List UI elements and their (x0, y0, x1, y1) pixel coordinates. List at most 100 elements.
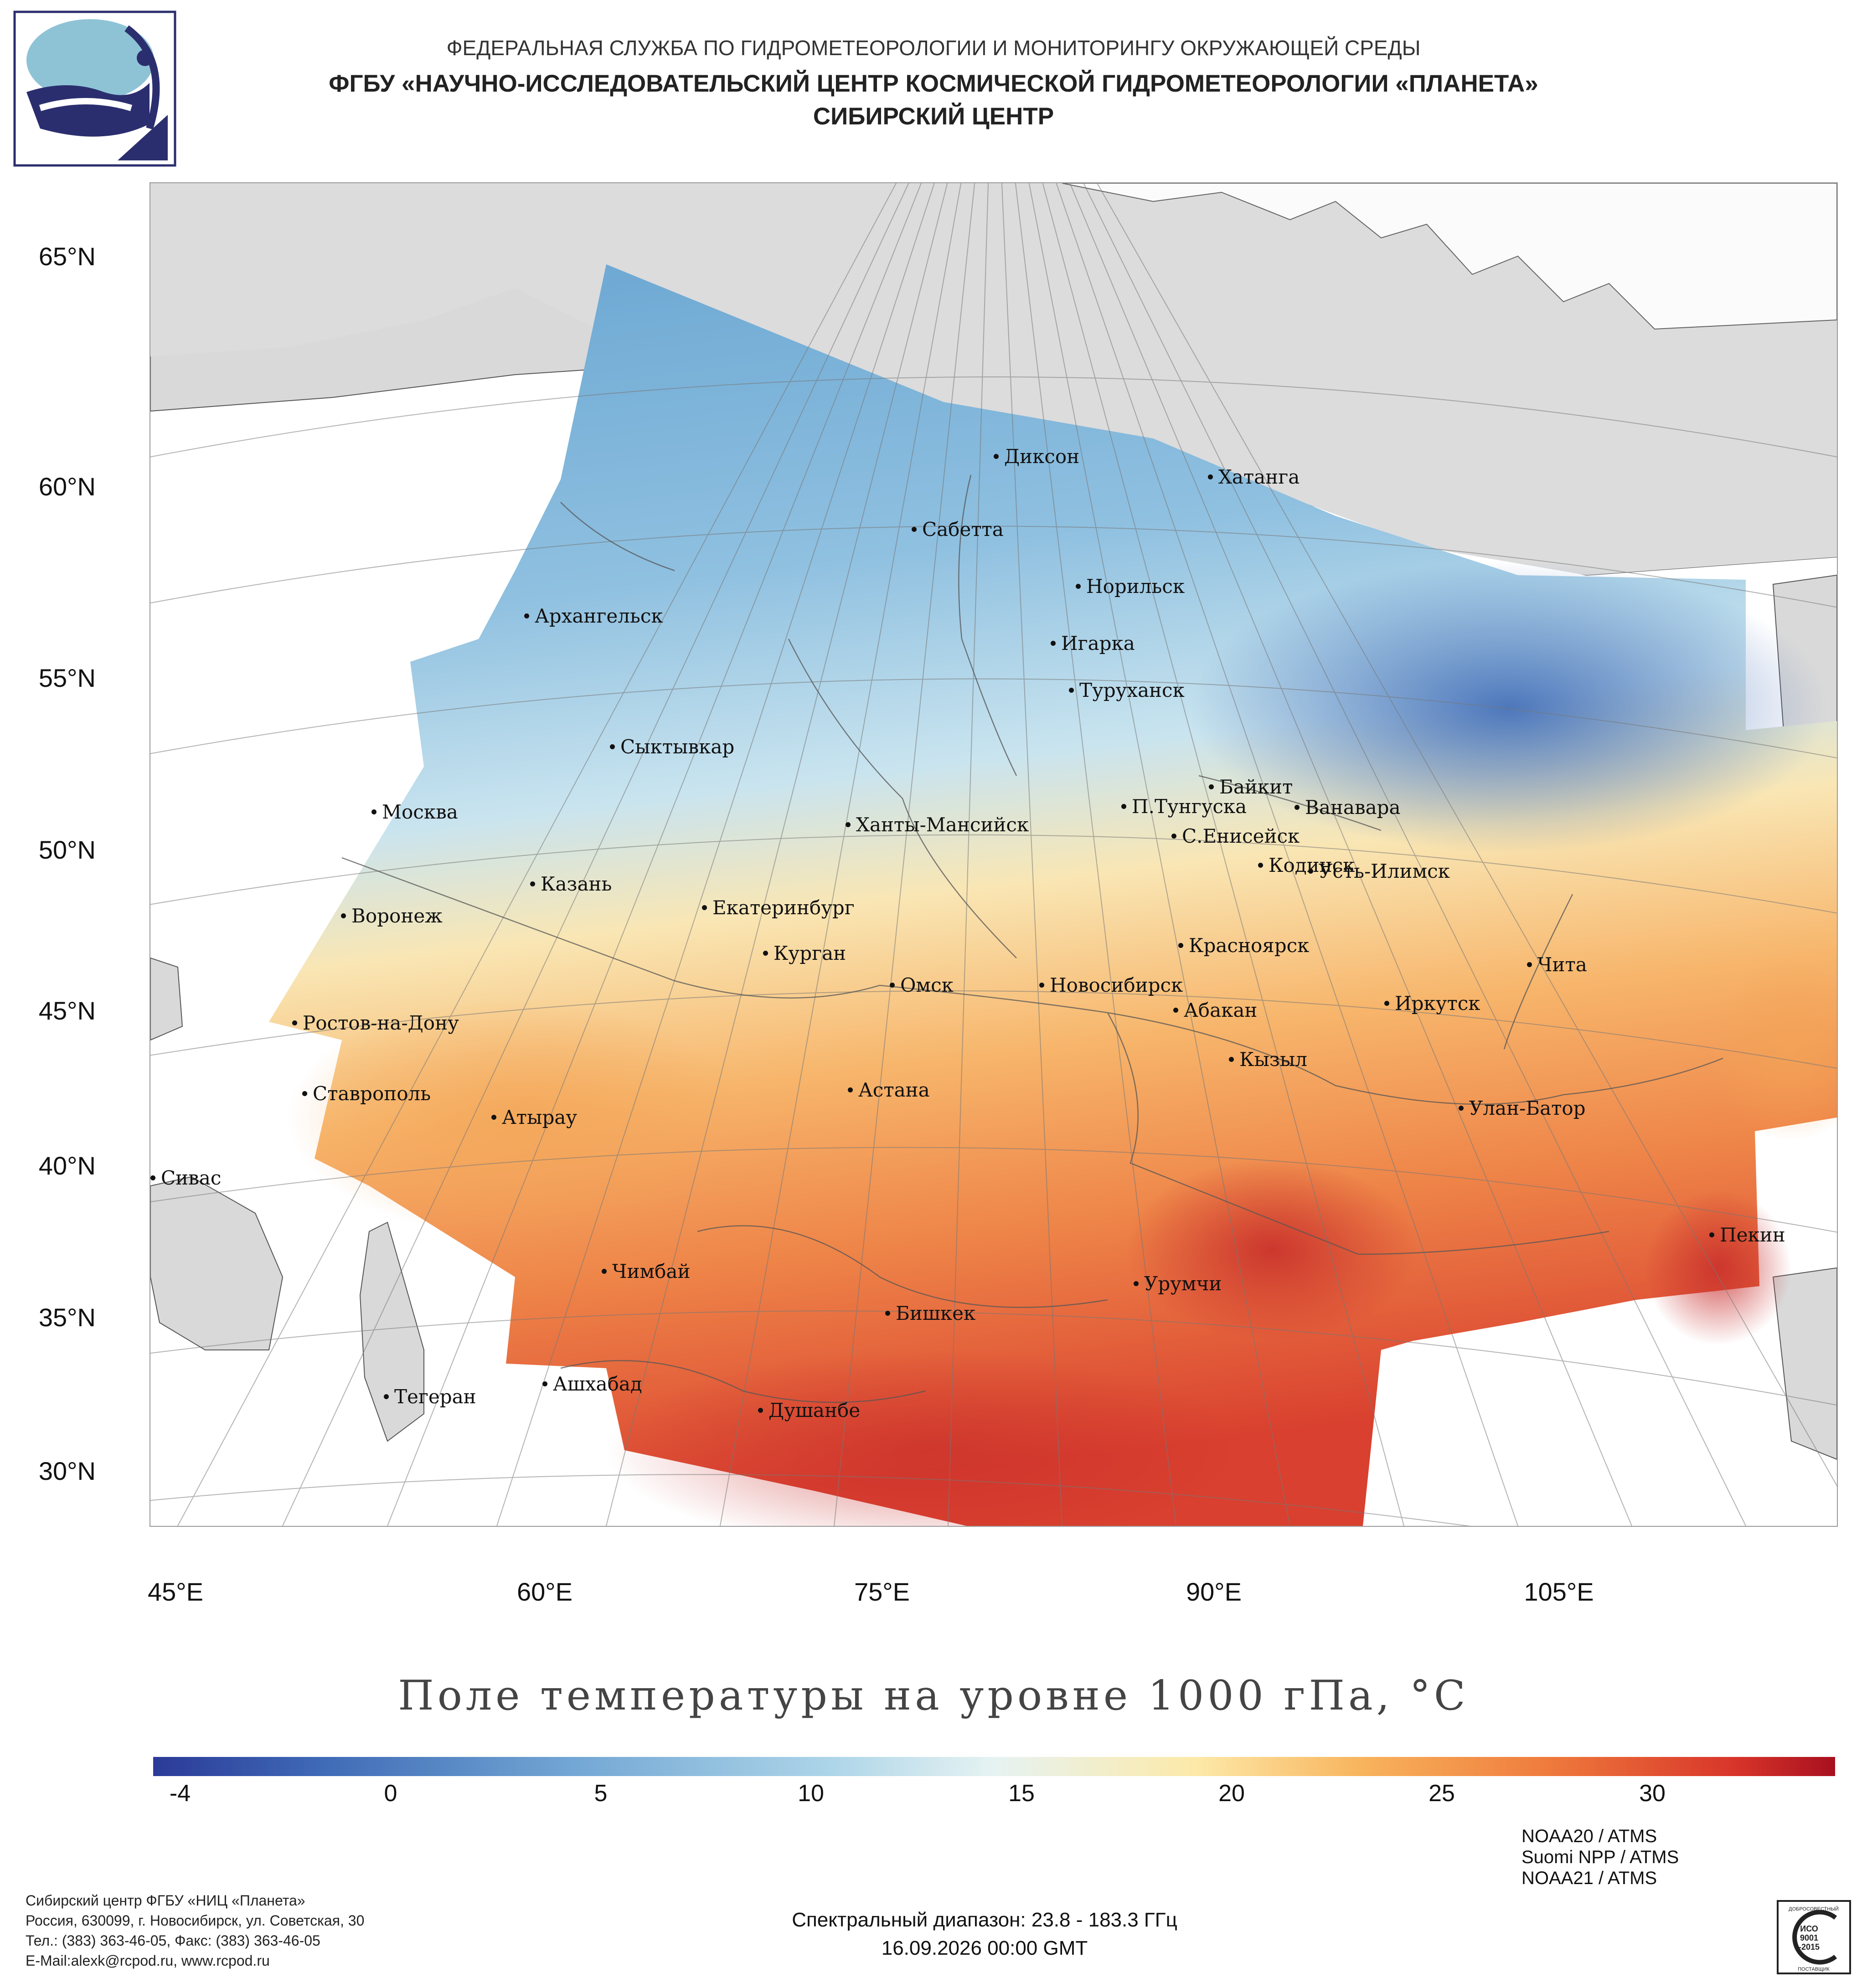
lon-label: 105°E (1524, 1577, 1594, 1606)
city-label: Чимбай (602, 1260, 690, 1282)
city-label: Пекин (1709, 1224, 1785, 1246)
colorbar-tick: 10 (798, 1780, 824, 1807)
sensor-list: NOAA20 / ATMS Suomi NPP / ATMS NOAA21 / … (1521, 1826, 1679, 1889)
product-info: Спектральный диапазон: 23.8 - 183.3 ГГц … (638, 1906, 1331, 1962)
city-dot-icon (530, 881, 535, 886)
city-label: Тегеран (384, 1385, 476, 1408)
city-dot-icon (1208, 474, 1213, 479)
city-label: Омск (890, 974, 954, 996)
organization-info: Сибирский центр ФГБУ «НИЦ «Планета» Росс… (26, 1890, 364, 1971)
city-label: П.Тунгуска (1121, 795, 1247, 818)
city-label: Ростов-на-Дону (292, 1012, 459, 1034)
city-dot-icon (763, 950, 768, 956)
org-name: Сибирский центр ФГБУ «НИЦ «Планета» (26, 1892, 305, 1909)
city-label: Чита (1527, 953, 1587, 976)
city-dot-icon (371, 809, 376, 814)
city-label: Воронеж (341, 905, 443, 927)
iso-text-3: -2015 (1799, 1942, 1820, 1952)
city-label: Красноярск (1178, 934, 1309, 957)
planeta-logo (13, 10, 176, 167)
city-dot-icon (912, 526, 917, 532)
city-label: Ванавара (1295, 796, 1401, 819)
iso-text-1: ИСО (1800, 1924, 1818, 1933)
org-contacts: E-Mail:alexk@rcpod.ru, www.rcpod.ru (26, 1952, 270, 1969)
colorbar-tick: 0 (384, 1780, 397, 1807)
city-dot-icon (542, 1381, 547, 1386)
map-title: Поле температуры на уровне 1000 гПа, °C (398, 1672, 1469, 1720)
city-label: Норильск (1076, 575, 1185, 597)
city-label: Сыктывкар (610, 736, 734, 758)
lat-label: 60°N (38, 472, 96, 501)
colorbar-tick: -4 (169, 1780, 191, 1807)
header-agency: ФЕДЕРАЛЬНАЯ СЛУЖБА ПО ГИДРОМЕТЕОРОЛОГИИ … (446, 36, 1421, 60)
city-label: С.Енисейск (1171, 825, 1300, 847)
lon-label: 60°E (516, 1577, 573, 1606)
city-dot-icon (1209, 784, 1214, 789)
city-label: Курган (763, 942, 846, 964)
city-dot-icon (610, 744, 615, 749)
colorbar-tick: 20 (1218, 1780, 1245, 1807)
city-dot-icon (302, 1091, 307, 1096)
city-label: Атырау (491, 1106, 577, 1128)
arctic-land (150, 183, 1837, 1460)
graticule (150, 183, 1837, 1526)
lat-label: 45°N (38, 996, 96, 1025)
city-dot-icon (758, 1407, 763, 1413)
city-label: Сабетта (912, 518, 1004, 541)
city-label: Улан-Батор (1459, 1097, 1586, 1119)
city-dot-icon (1709, 1232, 1714, 1237)
city-dot-icon (1308, 868, 1313, 874)
city-dot-icon (491, 1114, 496, 1120)
city-dot-icon (1295, 804, 1300, 810)
west-seas (150, 957, 424, 1442)
city-label: Хатанга (1208, 466, 1300, 488)
iso-bottom-text: ПОСТАВЩИК (1798, 1967, 1830, 1972)
colorbar-tick: 15 (1008, 1780, 1035, 1807)
city-dot-icon (1459, 1105, 1464, 1111)
borders (341, 474, 1723, 1403)
org-address: Россия, 630099, г. Новосибирск, ул. Сове… (26, 1912, 365, 1929)
city-label: Ханты-Мансийск (846, 814, 1029, 836)
city-label: Туруханск (1069, 679, 1185, 701)
city-dot-icon (885, 1310, 890, 1316)
city-dot-icon (1076, 583, 1081, 589)
city-dot-icon (1229, 1056, 1234, 1062)
city-dot-icon (524, 613, 529, 618)
city-label: Ставрополь (302, 1082, 431, 1105)
sensor-item: NOAA21 / ATMS (1521, 1868, 1657, 1888)
city-label: Диксон (994, 445, 1079, 468)
city-dot-icon (1384, 1000, 1389, 1006)
city-label: Абакан (1173, 999, 1257, 1021)
city-dot-icon (1258, 862, 1263, 868)
city-dot-icon (1173, 1007, 1178, 1013)
city-dot-icon (341, 913, 346, 918)
city-label: Игарка (1051, 632, 1135, 654)
city-dot-icon (602, 1268, 607, 1274)
colorbar-tick: 5 (594, 1780, 608, 1807)
lat-label: 40°N (38, 1151, 96, 1180)
city-label: Бишкек (885, 1302, 975, 1324)
city-label: Усть-Илимск (1308, 860, 1450, 882)
iso-certificate-badge: ДОБРОСОВЕСТНЫЙ ИСО 9001 -2015 ПОСТАВЩИК (1777, 1900, 1851, 1974)
city-dot-icon (150, 1175, 155, 1180)
lat-label: 55°N (38, 664, 96, 692)
colorbar-tick: 30 (1639, 1780, 1666, 1807)
city-dot-icon (1178, 942, 1183, 948)
city-dot-icon (848, 1087, 853, 1092)
city-label: Казань (530, 873, 612, 895)
city-dot-icon (702, 905, 707, 910)
city-dot-icon (1121, 803, 1126, 809)
city-dot-icon (1039, 982, 1044, 988)
city-dot-icon (1171, 833, 1176, 839)
city-dot-icon (1527, 962, 1532, 967)
city-dot-icon (384, 1394, 389, 1399)
iso-top-text: ДОБРОСОВЕСТНЫЙ (1789, 1906, 1839, 1912)
city-label: Байкит (1209, 776, 1293, 798)
lon-label: 75°E (854, 1577, 910, 1606)
lat-label: 65°N (38, 242, 96, 271)
header-center: СИБИРСКИЙ ЦЕНТР (813, 103, 1054, 130)
colorbar-tick: 25 (1429, 1780, 1455, 1807)
city-dot-icon (292, 1020, 297, 1025)
city-label: Екатеринбург (702, 896, 855, 919)
city-label: Сивас (150, 1167, 221, 1189)
